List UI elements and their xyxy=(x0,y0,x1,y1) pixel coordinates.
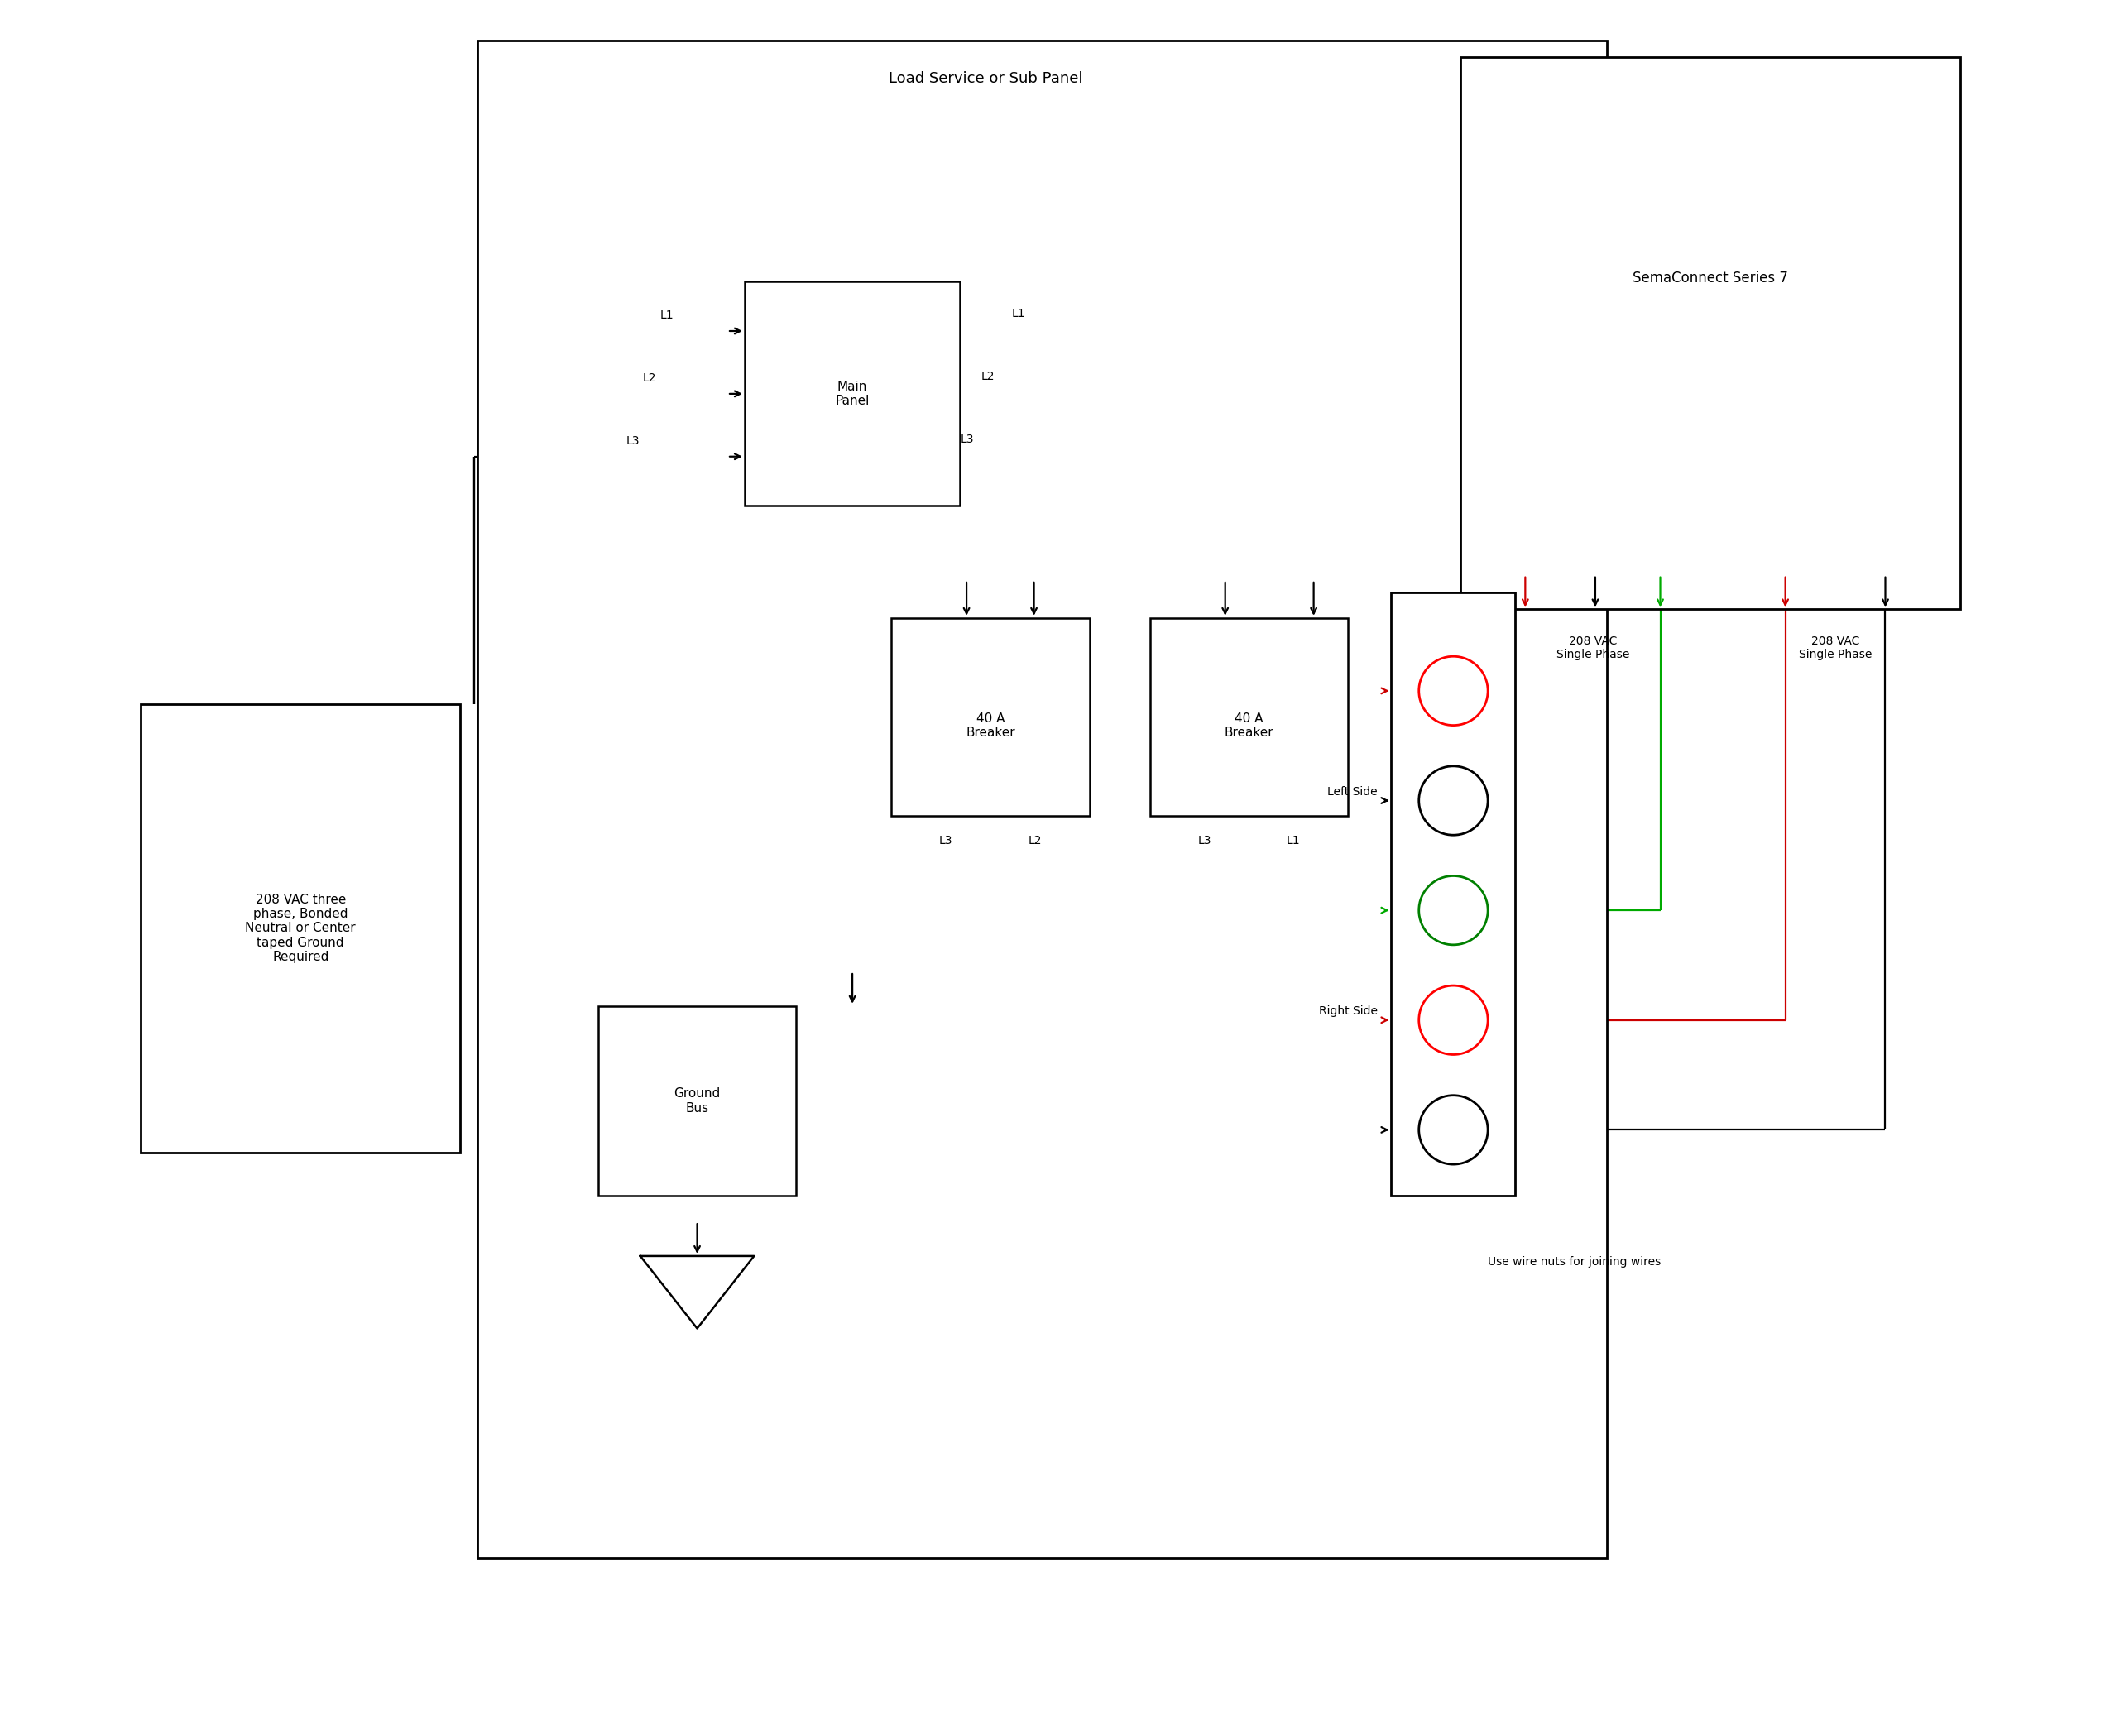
Bar xyxy=(141,705,460,1153)
Text: L1: L1 xyxy=(1013,307,1025,319)
Circle shape xyxy=(1418,877,1488,944)
Text: L3: L3 xyxy=(960,434,975,444)
Text: L1: L1 xyxy=(1287,835,1300,847)
Text: Right Side: Right Side xyxy=(1319,1005,1378,1017)
Text: 208 VAC
Single Phase: 208 VAC Single Phase xyxy=(1557,635,1629,660)
Bar xyxy=(890,618,1089,816)
Text: Main
Panel: Main Panel xyxy=(836,380,869,408)
Text: L3: L3 xyxy=(939,835,954,847)
Circle shape xyxy=(1418,766,1488,835)
Text: 208 VAC three
phase, Bonded
Neutral or Center
taped Ground
Required: 208 VAC three phase, Bonded Neutral or C… xyxy=(245,894,357,963)
Bar xyxy=(477,40,1608,1557)
Circle shape xyxy=(1418,1095,1488,1165)
Text: SemaConnect Series 7: SemaConnect Series 7 xyxy=(1633,271,1787,286)
Circle shape xyxy=(1418,656,1488,726)
Text: Load Service or Sub Panel: Load Service or Sub Panel xyxy=(888,71,1082,87)
Text: L2: L2 xyxy=(1028,835,1042,847)
Text: Ground
Bus: Ground Bus xyxy=(673,1087,720,1115)
Text: 40 A
Breaker: 40 A Breaker xyxy=(966,712,1015,740)
Polygon shape xyxy=(639,1257,753,1328)
Text: L1: L1 xyxy=(660,309,673,321)
Text: Left Side: Left Side xyxy=(1327,786,1378,799)
Bar xyxy=(597,1005,795,1196)
Bar xyxy=(1150,618,1348,816)
Text: L2: L2 xyxy=(644,373,656,384)
Text: L3: L3 xyxy=(1198,835,1211,847)
Bar xyxy=(745,281,960,505)
Text: 40 A
Breaker: 40 A Breaker xyxy=(1224,712,1274,740)
Circle shape xyxy=(1418,986,1488,1054)
Bar xyxy=(1460,57,1960,609)
Bar xyxy=(1390,592,1515,1196)
Text: Use wire nuts for joining wires: Use wire nuts for joining wires xyxy=(1488,1257,1661,1267)
Text: 208 VAC
Single Phase: 208 VAC Single Phase xyxy=(1798,635,1872,660)
Text: L2: L2 xyxy=(981,372,994,382)
Text: L3: L3 xyxy=(627,436,639,446)
